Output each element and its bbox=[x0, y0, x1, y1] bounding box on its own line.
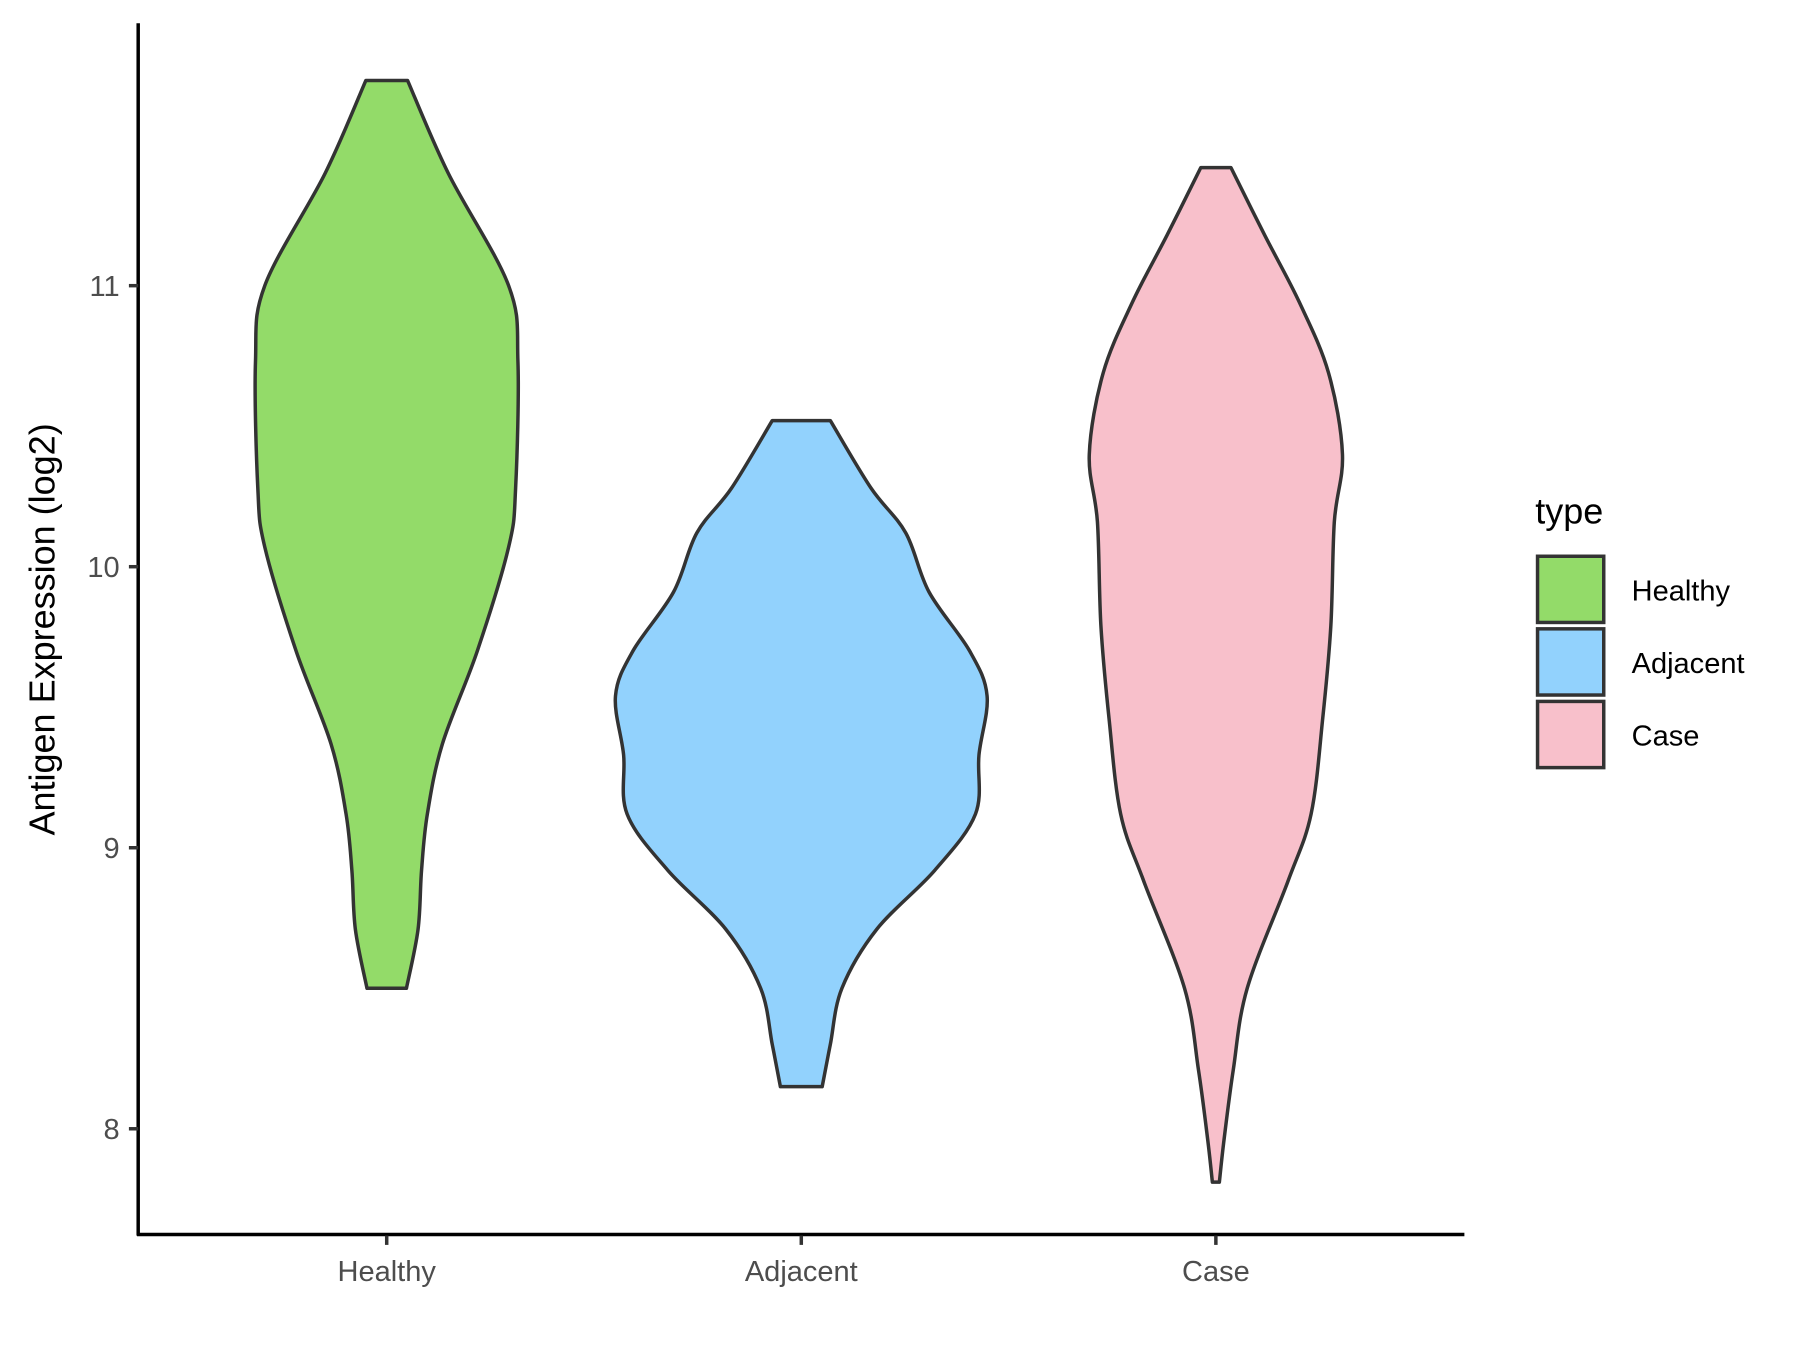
violin-adjacent bbox=[613, 418, 990, 1089]
legend-label: Adjacent bbox=[1632, 648, 1745, 680]
y-tick-label: 9 bbox=[103, 833, 119, 865]
y-ticks: 8 9 10 11 bbox=[87, 271, 139, 1146]
y-tick-label: 11 bbox=[89, 271, 119, 303]
legend-title: type bbox=[1535, 491, 1603, 532]
legend-key-case bbox=[1535, 699, 1606, 770]
legend: Healthy Adjacent Case bbox=[1535, 554, 1745, 770]
violins bbox=[253, 78, 1345, 1184]
x-ticks: Healthy Adjacent Case bbox=[338, 1235, 1250, 1288]
y-axis-label: Antigen Expression (log2) bbox=[22, 423, 63, 835]
x-tick-label: Case bbox=[1182, 1256, 1250, 1288]
legend-key-healthy bbox=[1535, 554, 1606, 625]
y-tick-label: 8 bbox=[103, 1114, 119, 1146]
legend-label: Healthy bbox=[1632, 575, 1731, 607]
x-tick-label: Adjacent bbox=[745, 1256, 858, 1288]
legend-label: Case bbox=[1632, 721, 1700, 753]
y-tick-label: 10 bbox=[87, 552, 119, 584]
legend-key-adjacent bbox=[1535, 627, 1606, 697]
violin-case bbox=[1087, 165, 1345, 1184]
x-tick-label: Healthy bbox=[338, 1256, 437, 1288]
violin-healthy bbox=[253, 78, 521, 991]
